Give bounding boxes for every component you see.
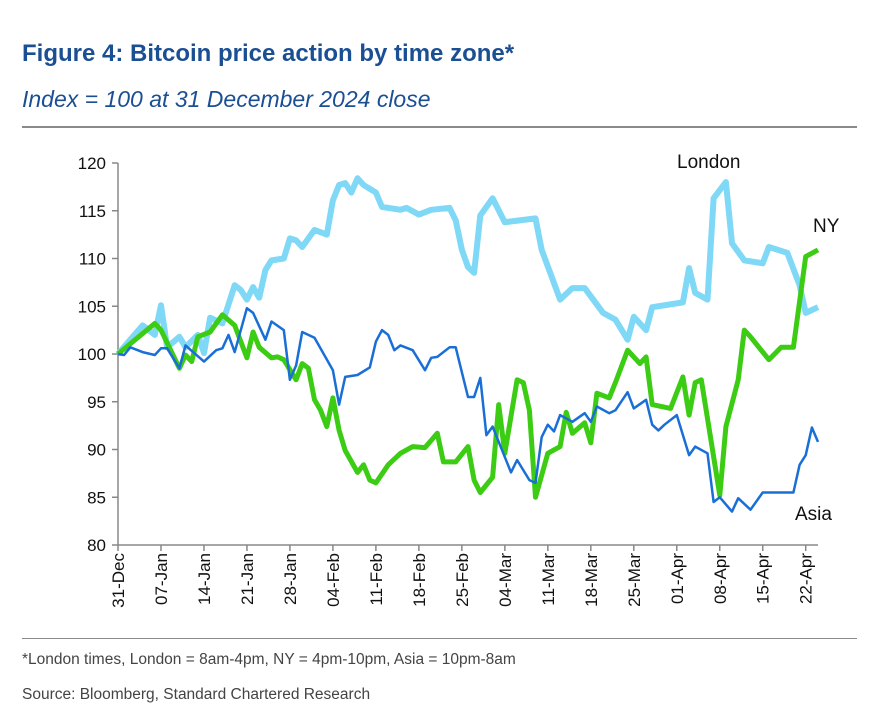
series-line-london: [115, 175, 820, 356]
x-tick-label: 25-Mar: [625, 553, 644, 607]
x-tick-label: 31-Dec: [109, 553, 128, 608]
source-note: Source: Bloomberg, Standard Chartered Re…: [22, 686, 371, 703]
chart-title: Figure 4: Bitcoin price action by time z…: [22, 40, 515, 67]
x-tick-label: 04-Mar: [496, 553, 515, 607]
y-tick-label: 115: [79, 202, 106, 221]
chart-subtitle: Index = 100 at 31 December 2024 close: [22, 86, 431, 112]
y-tick-label: 95: [87, 393, 106, 412]
x-tick-label: 18-Mar: [582, 553, 601, 607]
series-label-asia: Asia: [795, 504, 832, 525]
bottom-divider: [22, 638, 857, 639]
top-divider: [22, 126, 857, 128]
x-tick-label: 08-Apr: [711, 553, 730, 604]
series-line-asia: [117, 306, 820, 513]
y-tick-label: 100: [78, 345, 106, 364]
x-tick-label: 11-Feb: [367, 553, 386, 606]
y-tick-label: 105: [78, 297, 106, 316]
y-tick-label: 85: [87, 488, 106, 507]
x-tick-label: 04-Feb: [324, 553, 343, 607]
x-tick-label: 14-Jan: [195, 553, 214, 605]
x-tick-label: 01-Apr: [668, 553, 687, 604]
x-tick-label: 28-Jan: [281, 553, 300, 605]
x-tick-label: 21-Jan: [238, 553, 257, 605]
y-tick-label: 120: [78, 154, 106, 173]
x-tick-label: 18-Feb: [410, 553, 429, 607]
y-tick-label: 110: [79, 250, 106, 269]
x-tick-label: 15-Apr: [754, 553, 773, 604]
footnote: *London times, London = 8am-4pm, NY = 4p…: [22, 651, 516, 668]
x-tick-label: 22-Apr: [797, 553, 816, 604]
series-line-ny: [116, 247, 820, 500]
x-tick-label: 07-Jan: [152, 553, 171, 605]
x-tick-label: 25-Feb: [453, 553, 472, 607]
series-label-ny: NY: [813, 216, 840, 237]
y-tick-label: 90: [87, 441, 106, 460]
line-chart: 80 85 90 95 100 105 110 115 120 31-Dec 07-Jan 14-Ja…: [78, 152, 840, 608]
x-tick-label: 11-Mar: [539, 553, 558, 606]
y-tick-label: 80: [87, 536, 106, 555]
series-label-london: London: [677, 152, 740, 173]
